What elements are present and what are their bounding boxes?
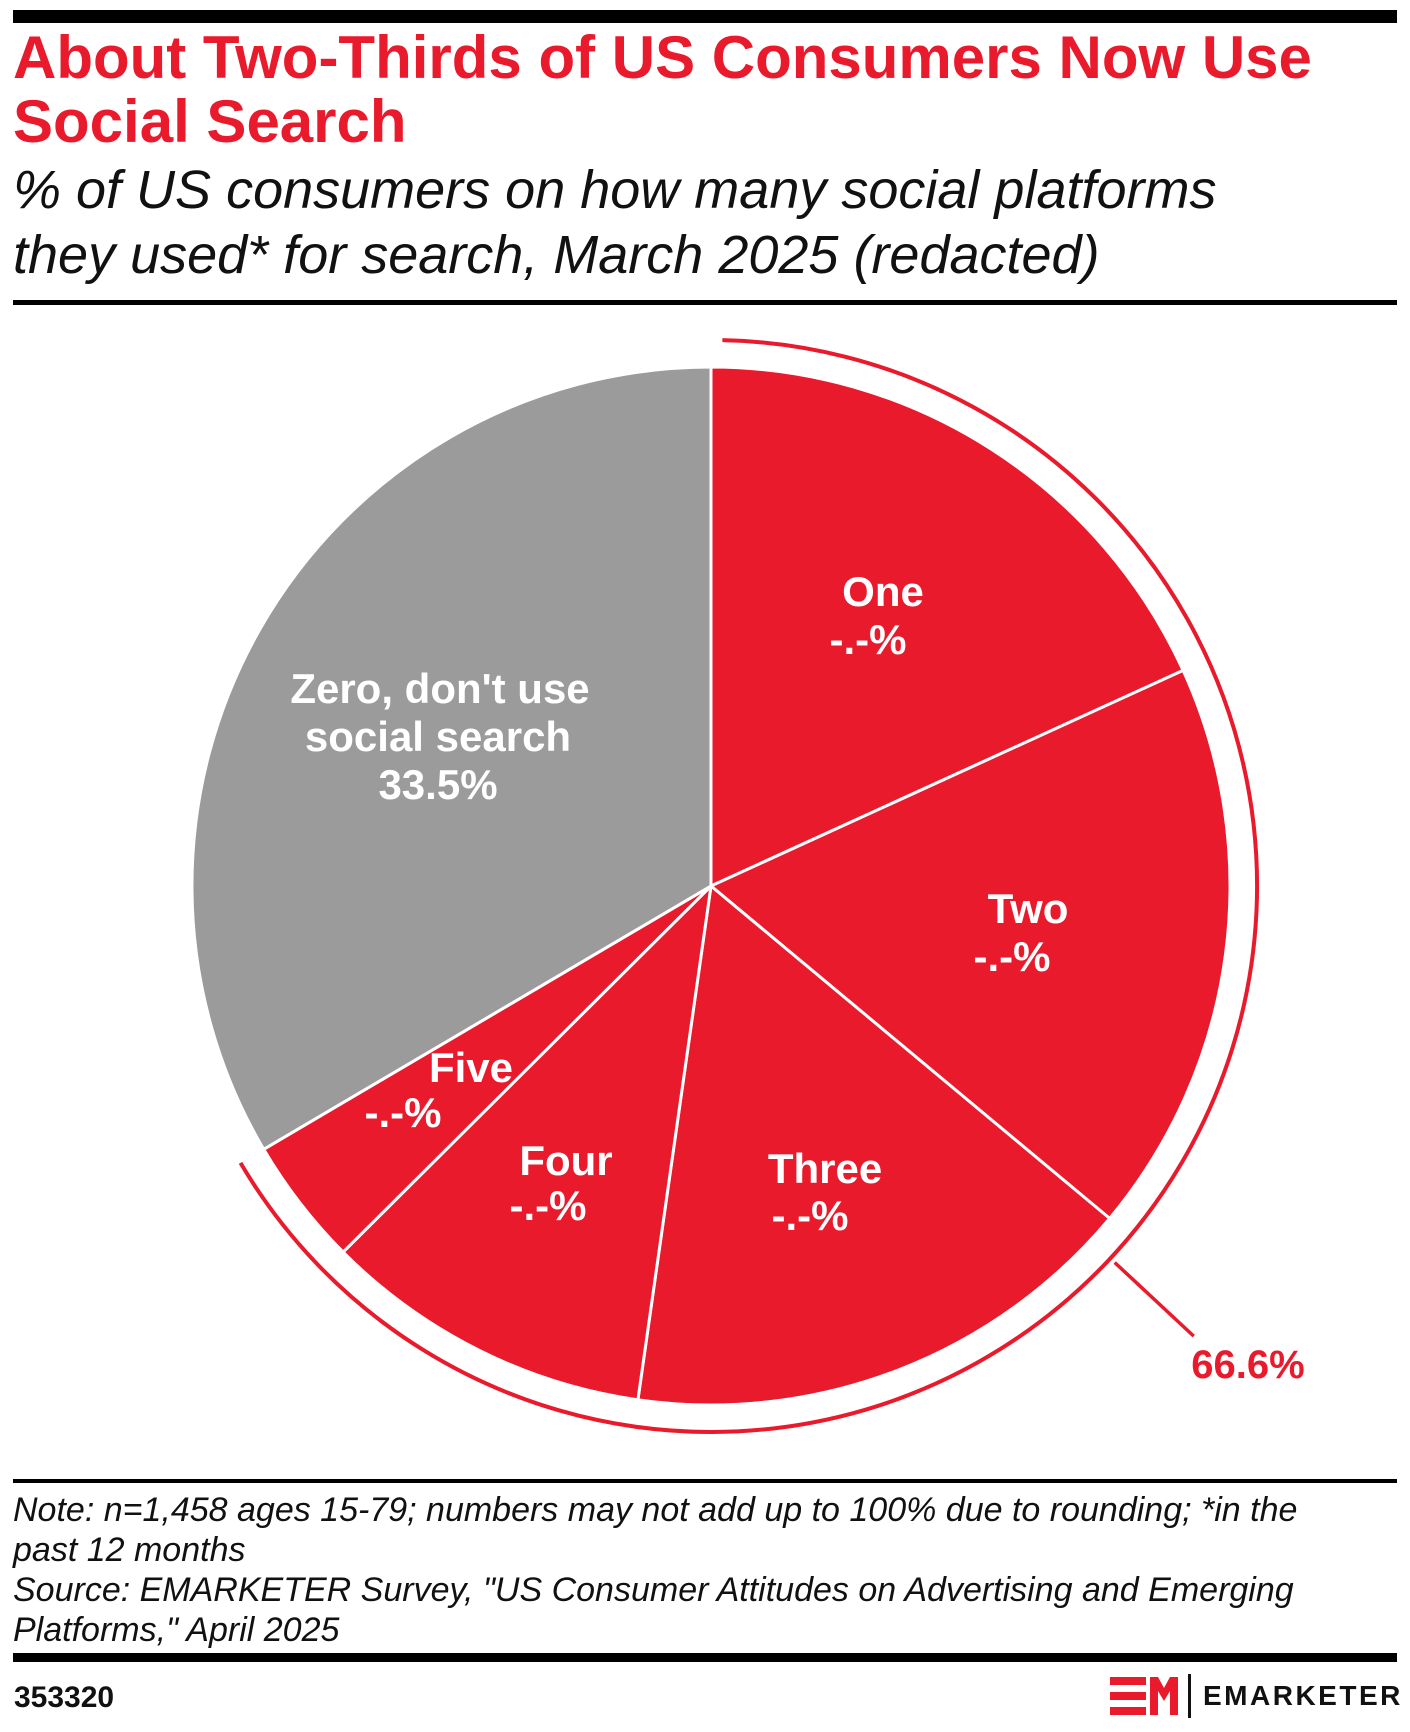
pie-slice-label: -.-% <box>830 616 907 663</box>
chart-title: About Two-Thirds of US Consumers Now Use… <box>13 26 1312 154</box>
accent-arc <box>238 338 1260 1434</box>
callout-line <box>1113 1261 1195 1338</box>
pie-slice-label: -.-% <box>510 1182 587 1229</box>
header-divider <box>13 300 1397 305</box>
chart-title-line1: About Two-Thirds of US Consumers Now Use <box>13 24 1312 91</box>
source-line: Source: EMARKETER Survey, "US Consumer A… <box>13 1571 1294 1609</box>
pie-slice-four <box>341 884 713 1402</box>
note-line: past 12 months <box>13 1531 246 1569</box>
logo-divider <box>1188 1674 1191 1718</box>
emarketer-logo: EMARKETER <box>1110 1672 1403 1720</box>
pie-slice-three <box>636 884 1112 1407</box>
pie-slice-label: Five <box>429 1044 513 1091</box>
pie-slice-label: Zero, don't use <box>290 665 589 712</box>
chart-subtitle-line1: % of US consumers on how many social pla… <box>13 160 1217 220</box>
chart-id: 353320 <box>14 1681 115 1714</box>
pie-slice-label: -.-% <box>365 1089 442 1136</box>
pie-slice-label: Three <box>768 1145 882 1192</box>
top-accent-bar <box>13 10 1397 23</box>
pie-slice-label: -.-% <box>974 933 1051 980</box>
note-line: Note: n=1,458 ages 15-79; numbers may no… <box>13 1491 1298 1529</box>
pie-slice-zero <box>190 365 713 1151</box>
pie-slice-label: Four <box>519 1137 612 1184</box>
emarketer-logo-mark-icon <box>1110 1677 1178 1715</box>
chart-subtitle: % of US consumers on how many social pla… <box>13 158 1216 288</box>
pie-slice-one <box>709 365 1185 888</box>
pie-slice-label: One <box>842 568 924 615</box>
pie-slice-label: 33.5% <box>378 761 497 808</box>
pie-slice-two <box>709 668 1232 1220</box>
chart-subtitle-line2: they used* for search, March 2025 (redac… <box>13 225 1100 285</box>
pie-slice-label: social search <box>305 713 571 760</box>
note-text: Note: n=1,458 ages 15-79; numbers may no… <box>13 1490 1297 1650</box>
callout-label: 66.6% <box>1191 1343 1304 1387</box>
pie-slice-label: Two <box>988 885 1069 932</box>
chart-title-line2: Social Search <box>13 88 407 155</box>
emarketer-wordmark: EMARKETER <box>1203 1680 1403 1711</box>
pie-slice-label: -.-% <box>772 1192 849 1239</box>
footer-divider-bar <box>13 1653 1397 1662</box>
note-divider <box>13 1479 1397 1483</box>
source-line: Platforms," April 2025 <box>13 1611 340 1649</box>
